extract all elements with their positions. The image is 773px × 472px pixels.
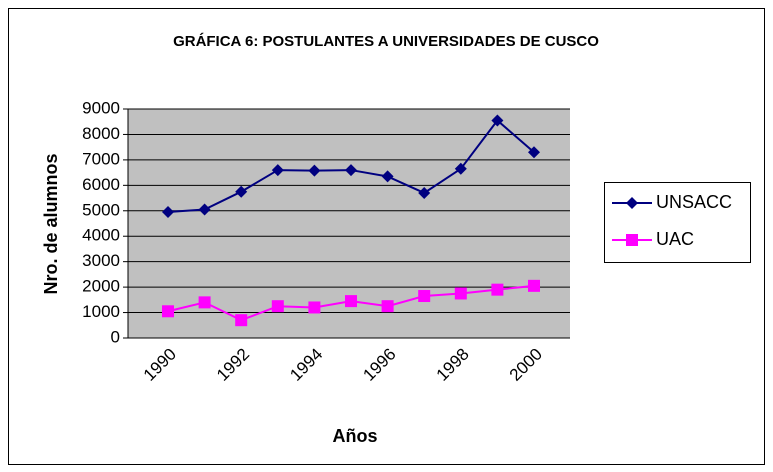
y-tick-label: 2000	[82, 277, 120, 296]
point	[454, 162, 467, 175]
point	[162, 206, 174, 219]
point	[198, 296, 211, 309]
point	[491, 114, 504, 127]
y-tick-label: 9000	[82, 98, 120, 117]
point	[162, 305, 174, 318]
y-tick-label: 4000	[82, 226, 120, 245]
point	[381, 170, 394, 183]
y-tick-label: 0	[111, 327, 120, 346]
point	[491, 283, 504, 296]
point	[345, 164, 357, 177]
point	[454, 287, 467, 300]
point	[271, 300, 284, 313]
y-tick-label: 5000	[82, 200, 120, 219]
legend-box	[604, 182, 751, 263]
point	[271, 164, 284, 177]
legend-label: UNSACC	[656, 192, 732, 212]
x-axis-title: Años	[333, 426, 378, 446]
point	[308, 301, 321, 314]
point	[198, 203, 211, 216]
point	[528, 146, 540, 159]
point	[626, 197, 638, 209]
point	[235, 314, 248, 327]
chart-title: GRÁFICA 6: POSTULANTES A UNIVERSIDADES D…	[173, 33, 599, 50]
point	[235, 185, 248, 198]
y-tick-label: 1000	[82, 302, 120, 321]
y-axis-title: Nro. de alumnos	[41, 153, 61, 294]
y-tick-label: 6000	[82, 175, 120, 194]
y-tick-label: 8000	[82, 124, 120, 143]
point	[345, 295, 357, 308]
legend-label: UAC	[656, 229, 694, 249]
point	[528, 279, 540, 292]
point	[381, 300, 394, 313]
y-tick-label: 7000	[82, 149, 120, 168]
point	[418, 290, 431, 303]
point	[418, 186, 431, 199]
point	[626, 234, 638, 246]
point	[308, 164, 321, 177]
y-tick-label: 3000	[82, 251, 120, 270]
